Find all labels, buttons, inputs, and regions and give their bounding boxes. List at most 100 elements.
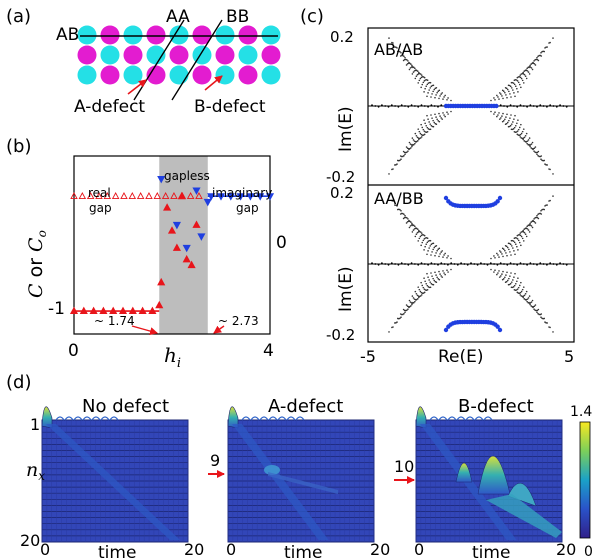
c-point bbox=[99, 306, 108, 315]
bulk-point bbox=[536, 214, 538, 217]
bulk-point bbox=[443, 272, 445, 274]
bulk-point bbox=[423, 105, 426, 107]
bulk-point bbox=[496, 94, 498, 97]
bulk-point bbox=[514, 95, 516, 98]
c-point bbox=[157, 277, 166, 286]
bulk-point bbox=[533, 150, 535, 152]
bulk-point bbox=[521, 130, 524, 133]
bulk-point bbox=[388, 173, 390, 175]
defect-peak-tail bbox=[507, 483, 537, 507]
bulk-point bbox=[414, 263, 416, 265]
bulk-point bbox=[447, 97, 449, 99]
bulk-point bbox=[512, 82, 515, 84]
bulk-point bbox=[520, 123, 522, 126]
bulk-point bbox=[439, 115, 441, 117]
bulk-point bbox=[414, 77, 417, 80]
bulk-point bbox=[552, 173, 554, 175]
bulk-point bbox=[519, 291, 522, 294]
bulk-point bbox=[533, 220, 536, 223]
bulk-point bbox=[537, 59, 540, 62]
bulk-point bbox=[444, 273, 446, 276]
bulk-point bbox=[549, 262, 552, 265]
bulk-point bbox=[394, 263, 396, 265]
bulk-point bbox=[419, 77, 422, 80]
d-ytick-1: 1 bbox=[30, 415, 40, 434]
bulk-point bbox=[403, 58, 406, 61]
bulk-point bbox=[431, 242, 434, 245]
bulk-point bbox=[512, 286, 515, 288]
ripple bbox=[250, 416, 260, 421]
site-a bbox=[146, 65, 166, 85]
site-b bbox=[261, 65, 281, 85]
bulk-point bbox=[394, 105, 396, 107]
bulk-point bbox=[498, 92, 501, 94]
c-point bbox=[155, 300, 164, 309]
bulk-point bbox=[509, 104, 512, 107]
bulk-point bbox=[446, 99, 448, 101]
bulk-point bbox=[450, 262, 453, 265]
bulk-point bbox=[427, 263, 429, 266]
bulk-point bbox=[543, 317, 546, 320]
bulk-point bbox=[430, 262, 433, 265]
bulk-point bbox=[399, 155, 402, 157]
bulk-point bbox=[374, 105, 377, 107]
bulk-point bbox=[399, 213, 402, 215]
bulk-point bbox=[425, 282, 428, 285]
bulk-point bbox=[416, 294, 419, 297]
bulk-point bbox=[413, 70, 416, 72]
c-hollow-point bbox=[136, 192, 145, 200]
bulk-point bbox=[421, 126, 424, 129]
bulk-point bbox=[525, 235, 528, 238]
edge-point bbox=[443, 195, 449, 201]
bulk-point bbox=[430, 282, 433, 285]
bulk-point bbox=[394, 164, 396, 166]
bulk-point bbox=[412, 71, 415, 73]
bulk-point bbox=[431, 93, 433, 95]
bulk-point bbox=[438, 89, 441, 92]
bulk-point bbox=[427, 105, 429, 108]
bulk-point bbox=[405, 304, 408, 306]
c-ylabel-bottom: Im(E) bbox=[336, 266, 356, 312]
bulk-point bbox=[533, 308, 535, 310]
bulk-point bbox=[420, 133, 423, 136]
d-xlabel-b: time bbox=[284, 543, 322, 560]
c-sub-top: AB/AB bbox=[374, 40, 423, 59]
bulk-point bbox=[418, 79, 421, 82]
bulk-point bbox=[528, 137, 531, 139]
bulk-point bbox=[419, 290, 422, 293]
bulk-point bbox=[409, 143, 412, 145]
edge-point bbox=[495, 324, 500, 329]
bulk-point bbox=[426, 241, 429, 244]
bulk-point bbox=[522, 105, 525, 107]
bulk-point bbox=[427, 118, 429, 120]
c-xtick-m5: -5 bbox=[360, 347, 376, 366]
bulk-point bbox=[425, 85, 428, 88]
b-xtick-4: 4 bbox=[263, 341, 274, 361]
bulk-point bbox=[509, 251, 511, 253]
bulk-point bbox=[424, 87, 426, 90]
bb-line bbox=[171, 19, 223, 101]
d-defect-row-9: 9 bbox=[210, 451, 220, 470]
bulk-point bbox=[460, 262, 462, 265]
bulk-point bbox=[519, 234, 522, 237]
d-xtick-0-a: 0 bbox=[40, 540, 50, 559]
bulk-point bbox=[404, 214, 406, 217]
site-b bbox=[123, 65, 143, 85]
bulk-point bbox=[411, 295, 414, 297]
bulk-point bbox=[509, 282, 512, 285]
d-title-2: B-defect bbox=[458, 396, 534, 417]
bulk-point bbox=[429, 123, 432, 125]
bulk-point bbox=[531, 68, 534, 71]
bulk-point bbox=[529, 104, 532, 107]
bulk-point bbox=[537, 150, 540, 153]
bulk-point bbox=[417, 263, 420, 266]
bulk-point bbox=[509, 275, 511, 277]
heatmap-b-defect bbox=[415, 406, 563, 543]
ripple bbox=[73, 416, 83, 421]
bulk-point bbox=[394, 46, 396, 48]
co-point bbox=[265, 193, 275, 201]
bulk-point bbox=[447, 271, 449, 273]
bulk-point bbox=[546, 164, 548, 166]
ripple bbox=[241, 416, 251, 421]
bulk-point bbox=[426, 83, 429, 86]
